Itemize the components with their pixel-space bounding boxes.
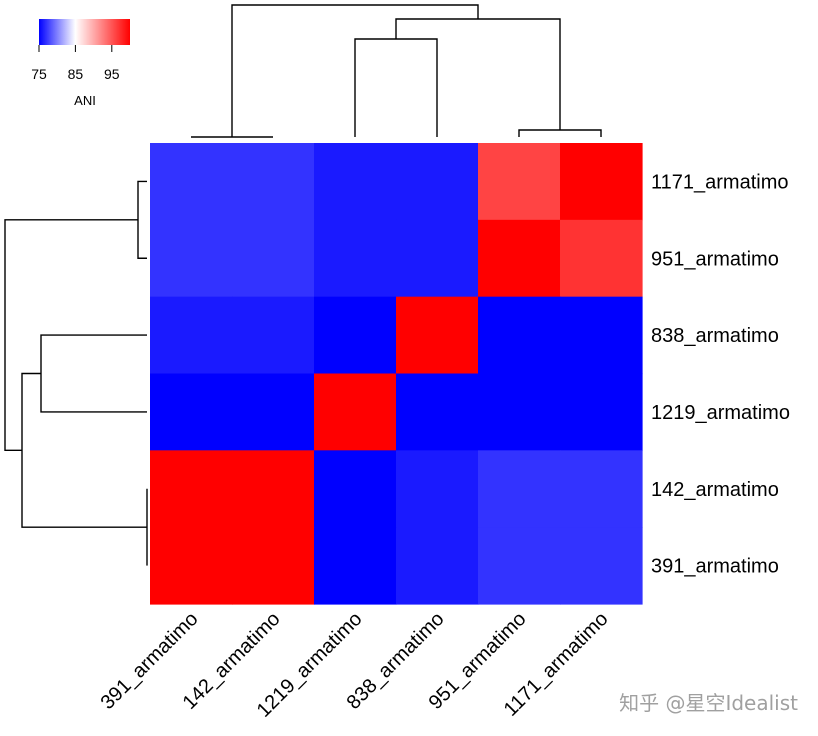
- heatmap-cell: [396, 143, 479, 221]
- row-label: 1219_armatimo: [651, 402, 790, 424]
- dendrogram-link: [518, 129, 602, 137]
- heatmap-cell: [396, 450, 479, 528]
- heatmap-cell: [232, 296, 315, 375]
- legend-color-bar: [39, 19, 130, 45]
- heatmap-cell: [560, 143, 643, 221]
- heatmap-cell: [478, 143, 561, 221]
- heatmap-cell: [478, 373, 561, 451]
- heatmap-cell: [478, 450, 561, 528]
- heatmap-cell: [314, 143, 397, 221]
- heatmap-cell: [232, 219, 315, 298]
- heatmap-cell: [314, 373, 397, 451]
- heatmap-cell: [232, 450, 315, 528]
- color-legend: 75 85 95 ANI: [31, 19, 130, 108]
- column-dendrogram: [191, 4, 602, 138]
- heatmap-cell: [478, 527, 561, 605]
- heatmap-cell: [314, 450, 397, 528]
- heatmap-cell: [314, 219, 397, 298]
- heatmap-cell: [560, 219, 643, 298]
- row-dendrogram: [4, 180, 148, 566]
- row-label: 951_armatimo: [651, 248, 779, 270]
- row-label: 838_armatimo: [651, 325, 779, 347]
- heatmap-cell: [560, 450, 643, 528]
- heatmap-cell: [396, 527, 479, 605]
- dendrogram-link: [231, 4, 479, 137]
- dendrogram-link: [395, 18, 561, 130]
- row-label: 1171_armatimo: [651, 171, 788, 193]
- watermark: 知乎 @星空Idealist: [619, 691, 798, 715]
- legend-tick-label: 75: [31, 66, 47, 82]
- heatmap-cells: [150, 143, 643, 605]
- heatmap-cell: [560, 527, 643, 605]
- heatmap-cell: [396, 296, 479, 375]
- dendrogram-link: [4, 219, 138, 452]
- legend-title: ANI: [74, 93, 96, 108]
- row-label: 391_armatimo: [651, 556, 779, 578]
- heatmap-cell: [478, 296, 561, 375]
- heatmap-cell: [232, 373, 315, 451]
- heatmap-cell: [150, 296, 233, 375]
- heatmap-cell: [150, 219, 233, 298]
- legend-tick-label: 95: [104, 66, 120, 82]
- heatmap-cell: [150, 373, 233, 451]
- heatmap-cell: [560, 296, 643, 375]
- heatmap-cell: [396, 219, 479, 298]
- heatmap-cell: [232, 143, 315, 221]
- dendrogram-link: [40, 334, 147, 413]
- heatmap-cell: [560, 373, 643, 451]
- row-label: 142_armatimo: [651, 479, 779, 501]
- heatmap-cell: [150, 143, 233, 221]
- row-labels: 1171_armatimo 951_armatimo 838_armatimo 121…: [651, 171, 790, 577]
- dendrogram-link: [354, 38, 438, 137]
- heatmap-cell: [478, 219, 561, 298]
- legend-tick-label: 85: [68, 66, 84, 82]
- dendrogram-link: [137, 180, 147, 259]
- heatmap-cell: [396, 373, 479, 451]
- heatmap-cell: [150, 450, 233, 528]
- heatmap-cell: [150, 527, 233, 605]
- heatmap-cell: [314, 527, 397, 605]
- heatmap-cell: [232, 527, 315, 605]
- column-labels: 391_armatimo142_armatimo1219_armatimo838…: [97, 608, 613, 722]
- heatmap-cell: [314, 296, 397, 375]
